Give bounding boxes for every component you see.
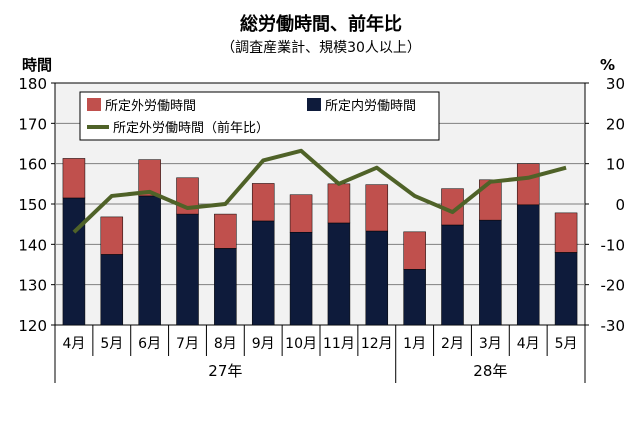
bar-shoteinai	[138, 195, 161, 326]
bar-shoteigai	[214, 213, 237, 249]
right-tick-label: -30	[601, 317, 626, 335]
x-tick-label: 10月	[285, 336, 317, 352]
chart-subtitle: （調査産業計、規模30人以上）	[221, 40, 421, 56]
legend-swatch-shoteigai	[87, 98, 101, 111]
bar-shoteinai	[176, 213, 199, 326]
x-tick-label: 12月	[361, 336, 393, 352]
bar-shoteigai	[479, 179, 502, 221]
left-tick-label: 140	[18, 236, 47, 254]
right-tick-label: 20	[606, 115, 625, 133]
legend-box	[79, 91, 440, 141]
bar-shoteigai	[554, 212, 578, 253]
legend-swatch-shoteinai	[307, 98, 321, 111]
bar-shoteigai	[138, 159, 161, 197]
legend-label-yoy: 所定外労働時間（前年比）	[113, 120, 269, 136]
x-tick-label: 4月	[62, 336, 85, 352]
bar-shoteinai	[251, 220, 275, 326]
x-tick-label: 11月	[323, 336, 355, 352]
x-tick-label: 4月	[517, 336, 540, 352]
chart-title: 総労働時間、前年比	[240, 13, 402, 35]
line-shoteigai-yoy	[72, 148, 567, 234]
bar-shoteinai	[441, 224, 464, 326]
bar-shoteigai	[100, 216, 124, 255]
bar-shoteinai	[403, 269, 426, 326]
bar-shoteinai	[516, 204, 540, 326]
left-tick-label: 130	[18, 277, 47, 295]
left-tick-label: 180	[18, 75, 47, 93]
left-axis-label: 時間	[22, 56, 52, 74]
x-tick-label: 5月	[100, 336, 123, 352]
bar-shoteinai	[327, 222, 351, 326]
right-axis-label: %	[600, 56, 615, 74]
right-tick-label: -20	[601, 277, 626, 295]
left-tick-label: 150	[18, 196, 47, 214]
legend-label-shoteinai: 所定内労働時間	[325, 98, 416, 114]
right-tick-label: 30	[606, 75, 625, 93]
bar-shoteinai	[289, 231, 313, 326]
bar-shoteinai	[479, 219, 502, 326]
bar-shoteigai	[289, 194, 313, 233]
left-tick-label: 160	[18, 156, 47, 174]
bar-shoteinai	[62, 197, 86, 326]
x-tick-label: 7月	[176, 336, 199, 352]
bar-shoteinai	[554, 252, 578, 326]
plot-area: 120 130 140 150 160 170 180 -30 -20 -10 0 10 20 30 4月 5…	[18, 75, 625, 383]
legend-label-shoteigai: 所定外労働時間	[105, 99, 196, 114]
bar-shoteinai	[214, 248, 237, 326]
bar-shoteigai	[327, 183, 351, 224]
x-tick-label: 6月	[138, 336, 161, 352]
left-tick-label: 120	[18, 317, 47, 335]
bar-shoteinai	[365, 230, 389, 326]
right-tick-label: 10	[606, 156, 625, 174]
x-tick-label: 9月	[252, 336, 275, 352]
x-tick-label: 1月	[403, 336, 426, 352]
x-tick-label: 8月	[214, 336, 237, 352]
bar-shoteigai	[516, 163, 540, 206]
x-tick-label: 5月	[555, 336, 578, 352]
year-label: 27年	[208, 362, 242, 380]
bar-shoteigai	[62, 158, 86, 199]
bar-shoteigai	[403, 231, 426, 270]
bar-shoteigai	[251, 183, 275, 222]
left-tick-label: 170	[18, 115, 47, 133]
right-tick-label: 0	[615, 196, 625, 214]
bar-shoteinai	[100, 254, 124, 326]
year-label: 28年	[473, 362, 507, 380]
right-tick-label: -10	[601, 236, 626, 254]
x-tick-label: 2月	[441, 336, 464, 352]
bar-shoteigai	[365, 184, 389, 232]
x-tick-label: 3月	[479, 336, 502, 352]
